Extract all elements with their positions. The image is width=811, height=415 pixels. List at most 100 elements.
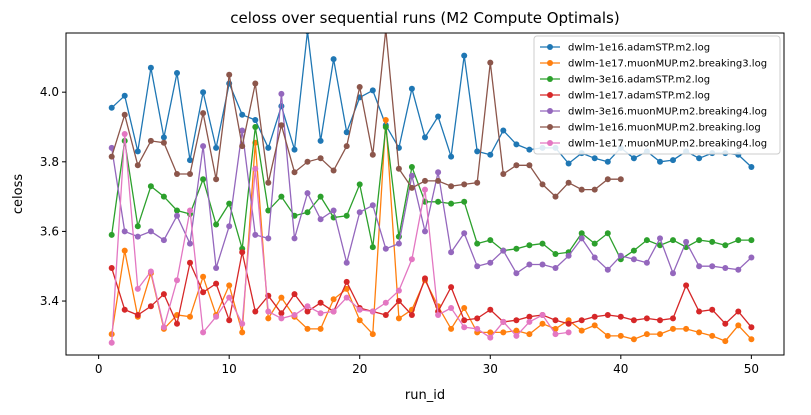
data-point bbox=[461, 230, 468, 237]
legend-label: dwlm-1e17.adamSTP.m2.log bbox=[568, 91, 710, 102]
data-point bbox=[578, 235, 585, 242]
legend-label: dwlm-3e16.adamSTP.m2.log bbox=[568, 75, 710, 86]
data-point bbox=[382, 299, 389, 306]
data-point bbox=[278, 315, 285, 322]
legend-frame bbox=[533, 35, 781, 155]
data-point bbox=[395, 315, 402, 322]
data-point bbox=[265, 315, 272, 322]
data-point bbox=[526, 331, 533, 338]
data-point bbox=[513, 141, 520, 148]
legend-marker bbox=[547, 140, 553, 146]
data-point bbox=[134, 223, 141, 230]
data-point bbox=[147, 183, 154, 190]
data-point bbox=[487, 259, 494, 266]
data-point bbox=[369, 151, 376, 158]
legend-marker bbox=[547, 76, 553, 82]
data-point bbox=[317, 299, 324, 306]
data-point bbox=[134, 233, 141, 240]
data-point bbox=[108, 231, 115, 238]
data-point bbox=[356, 209, 363, 216]
legend: dwlm-1e16.adamSTP.m2.log dwlm-1e17.muonMU… bbox=[533, 35, 781, 155]
data-point bbox=[187, 207, 193, 214]
data-point bbox=[408, 172, 415, 179]
data-point bbox=[526, 313, 533, 320]
data-point bbox=[226, 223, 233, 230]
data-point bbox=[670, 325, 676, 332]
data-point bbox=[461, 324, 468, 331]
data-point bbox=[226, 71, 233, 78]
data-point bbox=[735, 308, 742, 315]
data-point bbox=[448, 325, 455, 332]
data-point bbox=[134, 148, 141, 155]
data-point bbox=[147, 268, 154, 275]
data-point bbox=[591, 313, 598, 320]
y-tick-label: 3.8 bbox=[40, 155, 59, 169]
data-point bbox=[435, 312, 442, 318]
data-point bbox=[304, 209, 311, 216]
data-point bbox=[565, 329, 572, 336]
data-point bbox=[630, 336, 637, 343]
legend-item: dwlm-3e16.muonMUP.m2.breaking4.log bbox=[540, 107, 767, 118]
data-point bbox=[160, 193, 167, 200]
data-point bbox=[134, 285, 141, 292]
data-point bbox=[343, 259, 350, 266]
data-point bbox=[643, 331, 650, 338]
data-point bbox=[239, 143, 246, 150]
legend-marker bbox=[547, 108, 553, 114]
data-point bbox=[226, 317, 233, 324]
data-point bbox=[578, 230, 585, 237]
data-point bbox=[604, 176, 611, 183]
legend-marker bbox=[547, 44, 553, 50]
data-point bbox=[121, 228, 128, 235]
series-line bbox=[111, 33, 621, 198]
data-point bbox=[448, 249, 455, 256]
data-point bbox=[213, 313, 220, 320]
data-point bbox=[617, 332, 624, 339]
data-point bbox=[252, 308, 259, 315]
data-point bbox=[552, 265, 559, 271]
data-point bbox=[643, 259, 650, 266]
data-point bbox=[304, 325, 311, 332]
data-point bbox=[317, 193, 324, 200]
data-point bbox=[526, 242, 533, 249]
data-point bbox=[121, 306, 128, 313]
data-point bbox=[422, 186, 428, 193]
data-point bbox=[500, 318, 507, 325]
data-point bbox=[121, 92, 128, 99]
data-point bbox=[213, 221, 220, 228]
data-point bbox=[239, 320, 246, 327]
legend-marker bbox=[547, 124, 553, 130]
data-point bbox=[435, 198, 442, 205]
data-point bbox=[539, 181, 546, 188]
data-point bbox=[408, 85, 415, 92]
data-point bbox=[108, 265, 115, 271]
data-point bbox=[591, 254, 598, 261]
data-point bbox=[487, 151, 494, 158]
data-point bbox=[435, 177, 442, 184]
data-point bbox=[500, 127, 507, 134]
data-point bbox=[187, 259, 193, 266]
data-point bbox=[369, 244, 376, 251]
data-point bbox=[604, 230, 611, 237]
data-point bbox=[513, 317, 520, 324]
data-point bbox=[160, 139, 167, 146]
data-point bbox=[657, 235, 663, 242]
x-tick-label: 20 bbox=[352, 362, 367, 376]
data-point bbox=[134, 162, 141, 169]
data-point bbox=[722, 320, 729, 327]
data-point bbox=[304, 308, 311, 315]
data-point bbox=[265, 235, 272, 242]
data-point bbox=[187, 157, 193, 164]
data-point bbox=[291, 291, 298, 298]
data-point bbox=[304, 190, 311, 197]
data-point bbox=[578, 327, 585, 334]
data-point bbox=[500, 247, 507, 254]
data-point bbox=[487, 334, 494, 341]
data-point bbox=[108, 153, 115, 160]
data-point bbox=[422, 177, 428, 184]
data-point bbox=[134, 312, 141, 318]
data-point bbox=[369, 87, 376, 94]
data-point bbox=[487, 306, 494, 313]
data-point bbox=[187, 240, 193, 247]
data-point bbox=[213, 144, 220, 151]
